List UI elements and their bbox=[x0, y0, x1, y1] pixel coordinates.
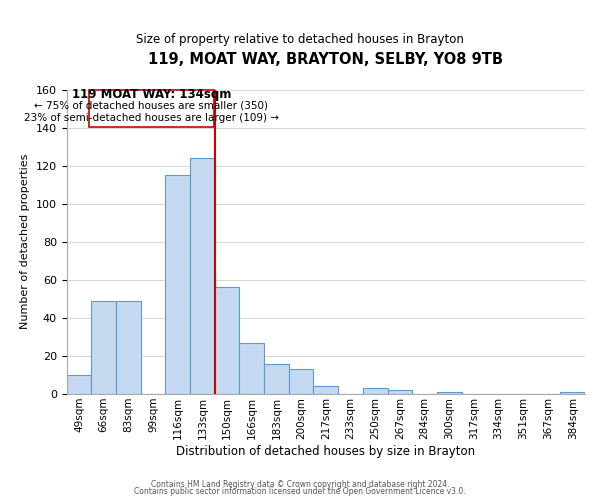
Text: Size of property relative to detached houses in Brayton: Size of property relative to detached ho… bbox=[136, 32, 464, 46]
Y-axis label: Number of detached properties: Number of detached properties bbox=[20, 154, 30, 330]
Bar bbox=[239, 342, 264, 394]
Text: Contains HM Land Registry data © Crown copyright and database right 2024.: Contains HM Land Registry data © Crown c… bbox=[151, 480, 449, 489]
Bar bbox=[190, 158, 215, 394]
Bar bbox=[91, 301, 116, 394]
Text: 119 MOAT WAY: 134sqm: 119 MOAT WAY: 134sqm bbox=[71, 88, 231, 101]
Bar bbox=[363, 388, 388, 394]
X-axis label: Distribution of detached houses by size in Brayton: Distribution of detached houses by size … bbox=[176, 444, 475, 458]
Bar bbox=[437, 392, 461, 394]
Bar bbox=[264, 364, 289, 394]
FancyBboxPatch shape bbox=[89, 90, 214, 126]
Text: 23% of semi-detached houses are larger (109) →: 23% of semi-detached houses are larger (… bbox=[23, 113, 278, 123]
Bar bbox=[388, 390, 412, 394]
Bar bbox=[560, 392, 585, 394]
Bar bbox=[313, 386, 338, 394]
Bar bbox=[166, 175, 190, 394]
Bar bbox=[215, 288, 239, 394]
Bar bbox=[67, 375, 91, 394]
Bar bbox=[289, 370, 313, 394]
Bar bbox=[116, 301, 141, 394]
Text: Contains public sector information licensed under the Open Government Licence v3: Contains public sector information licen… bbox=[134, 487, 466, 496]
Text: ← 75% of detached houses are smaller (350): ← 75% of detached houses are smaller (35… bbox=[34, 100, 268, 110]
Title: 119, MOAT WAY, BRAYTON, SELBY, YO8 9TB: 119, MOAT WAY, BRAYTON, SELBY, YO8 9TB bbox=[148, 52, 503, 68]
